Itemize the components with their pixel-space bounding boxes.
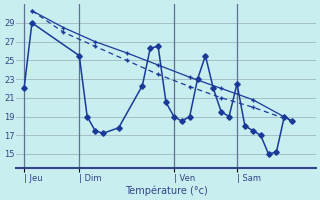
X-axis label: Température (°c): Température (°c) [124, 185, 207, 196]
